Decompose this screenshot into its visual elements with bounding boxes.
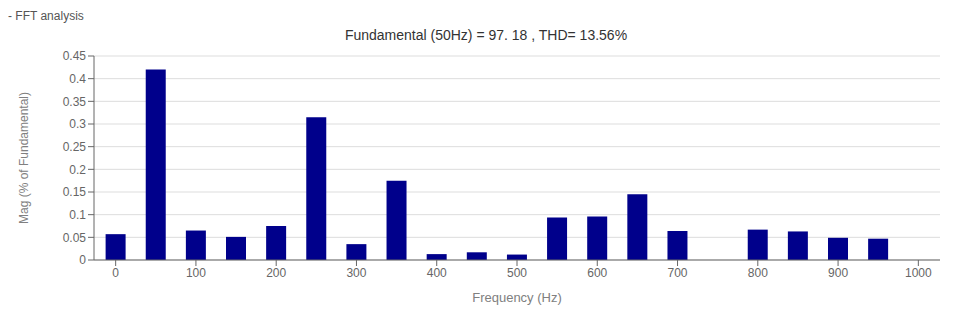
svg-text:700: 700 (668, 266, 688, 280)
svg-text:0.05: 0.05 (63, 231, 87, 245)
svg-text:0.1: 0.1 (69, 208, 86, 222)
svg-text:1000: 1000 (905, 266, 932, 280)
svg-text:0.15: 0.15 (63, 185, 87, 199)
svg-text:0: 0 (112, 266, 119, 280)
svg-text:600: 600 (587, 266, 607, 280)
svg-text:0.25: 0.25 (63, 140, 87, 154)
svg-text:0.45: 0.45 (63, 49, 87, 63)
svg-text:100: 100 (186, 266, 206, 280)
svg-text:900: 900 (828, 266, 848, 280)
svg-text:0.4: 0.4 (69, 72, 86, 86)
svg-text:0.35: 0.35 (63, 95, 87, 109)
svg-text:400: 400 (427, 266, 447, 280)
svg-text:300: 300 (346, 266, 366, 280)
svg-text:800: 800 (748, 266, 768, 280)
html-text:- FFT analysis: - FFT analysis (8, 9, 84, 23)
html-text:Fundamental (50Hz) = 97. 18 ,: Fundamental (50Hz) = 97. 18 , THD= 13.56… (344, 27, 628, 43)
svg-text:Mag (% of Fundamental): Mag (% of Fundamental) (17, 92, 31, 224)
svg-text:Frequency (Hz): Frequency (Hz) (472, 290, 562, 305)
svg-text:500: 500 (507, 266, 527, 280)
svg-text:0.2: 0.2 (69, 163, 86, 177)
svg-text:0: 0 (79, 253, 86, 267)
svg-text:200: 200 (266, 266, 286, 280)
svg-text:0.3: 0.3 (69, 117, 86, 131)
